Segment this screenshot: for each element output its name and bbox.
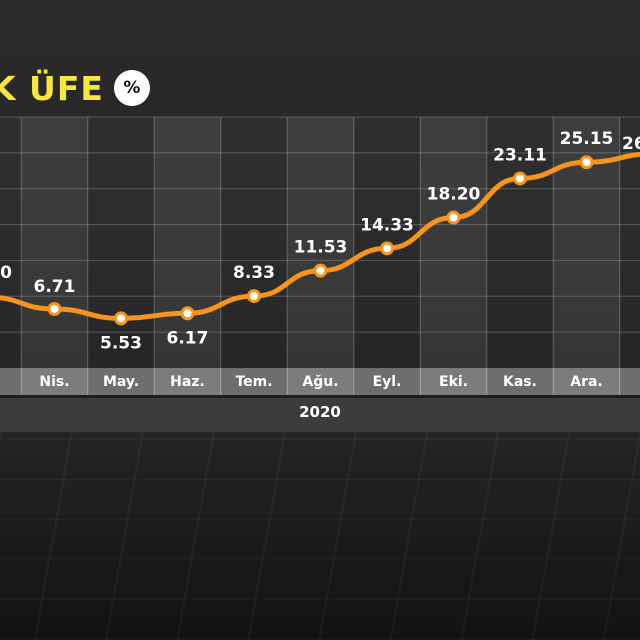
data-label: 0 <box>0 263 12 283</box>
data-label: 14.33 <box>360 215 414 235</box>
year-label: 2020 <box>299 403 341 421</box>
data-label: 18.20 <box>427 185 481 205</box>
data-label: 11.53 <box>294 238 348 258</box>
category-cell <box>154 368 221 395</box>
x-tick-label: Kas. <box>503 374 537 390</box>
category-cell <box>553 368 620 395</box>
data-label: 6.71 <box>34 277 76 297</box>
data-point <box>180 306 195 321</box>
x-tick-label: Eyl. <box>373 374 402 390</box>
plot-column <box>553 117 620 368</box>
data-label: 6.17 <box>167 328 209 348</box>
data-point <box>380 241 394 256</box>
data-point <box>47 301 62 316</box>
floor-backdrop <box>0 430 640 640</box>
chart-title-text: K ÜFE <box>0 68 104 108</box>
data-label: 8.33 <box>233 263 275 283</box>
plot-column <box>88 117 155 368</box>
plot-column <box>420 117 487 368</box>
data-point <box>313 263 328 278</box>
plot-column <box>0 117 21 368</box>
chart-title: K ÜFE % <box>0 66 150 110</box>
data-label: 26 <box>622 134 640 154</box>
year-band <box>0 398 640 432</box>
x-tick-label: Eki. <box>439 374 468 390</box>
data-label: 25.15 <box>560 129 614 149</box>
plot-column <box>154 117 221 368</box>
x-tick-label: Nis. <box>39 374 69 390</box>
x-tick-label: Haz. <box>170 374 205 390</box>
data-label: 5.53 <box>100 333 142 353</box>
category-cell <box>420 368 487 395</box>
x-tick-label: Ağu. <box>302 374 338 390</box>
data-point <box>513 171 527 186</box>
plot-column <box>287 117 354 368</box>
plot-column <box>21 117 88 368</box>
x-tick-label: Ara. <box>570 374 603 390</box>
percent-badge: % <box>113 70 150 106</box>
data-point <box>114 311 128 326</box>
data-point <box>579 155 594 170</box>
category-cell <box>287 368 354 395</box>
x-tick-label: May. <box>103 374 139 390</box>
x-tick-label: Tem. <box>235 374 272 390</box>
category-cell <box>21 368 88 395</box>
data-point <box>446 210 461 225</box>
plot-column <box>221 117 288 368</box>
data-label: 23.11 <box>493 145 547 165</box>
data-point <box>247 289 261 304</box>
